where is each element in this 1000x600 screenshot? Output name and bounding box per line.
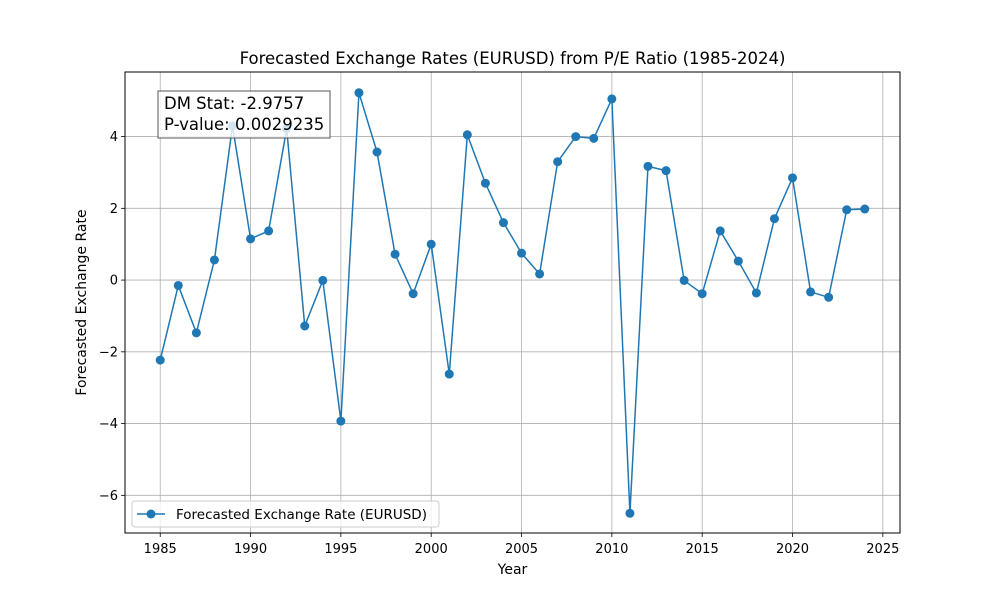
- x-tick-label: 1990: [234, 542, 267, 557]
- series-layer: [155, 88, 870, 518]
- data-point: [535, 269, 545, 279]
- x-axis-title: Year: [497, 562, 528, 578]
- data-point: [679, 275, 689, 285]
- x-tick-label: 1995: [324, 542, 357, 557]
- data-point: [300, 321, 310, 331]
- annotation-p-value: P-value: 0.0029235: [164, 115, 324, 134]
- data-point: [264, 226, 274, 236]
- data-point: [191, 328, 201, 338]
- data-point: [607, 94, 617, 104]
- x-tick-label: 2025: [866, 542, 899, 557]
- x-tick-label: 2000: [415, 542, 448, 557]
- data-point: [462, 130, 472, 140]
- data-point: [480, 178, 490, 188]
- y-tick-label: 4: [110, 130, 118, 145]
- legend-marker-swatch: [146, 509, 156, 519]
- x-tick-label: 1985: [144, 542, 177, 557]
- data-point: [788, 173, 798, 183]
- data-point: [498, 218, 508, 228]
- data-point: [643, 161, 653, 171]
- data-point: [769, 214, 779, 224]
- data-point: [571, 132, 581, 142]
- data-point: [318, 275, 328, 285]
- y-axis-title: Forecasted Exchange Rate: [74, 209, 90, 395]
- annotation-box: [157, 90, 331, 139]
- data-point: [354, 88, 364, 98]
- data-point: [860, 204, 870, 214]
- data-point: [246, 234, 256, 244]
- data-point: [824, 292, 834, 302]
- data-point: [715, 226, 725, 236]
- x-tick-label: 2010: [595, 542, 628, 557]
- annotation-dm-stat: DM Stat: -2.9757: [164, 94, 304, 113]
- data-point: [661, 166, 671, 176]
- data-point: [625, 508, 635, 518]
- data-point: [173, 280, 183, 290]
- series-line: [159, 92, 865, 515]
- data-point: [733, 256, 743, 266]
- x-tick-label: 2015: [686, 542, 719, 557]
- data-point: [517, 248, 527, 258]
- y-tick-label: 2: [110, 202, 118, 217]
- stats-annotation: DM Stat: -2.9757 P-value: 0.0029235: [157, 90, 331, 139]
- data-point: [336, 416, 346, 426]
- y-tick-label: 0: [110, 274, 118, 289]
- data-point: [842, 205, 852, 215]
- data-point: [751, 288, 761, 298]
- axis-ticks: 1985 1990 1995 2000 2005 2010 2015 2020 2025 −6 −4…: [99, 130, 900, 557]
- data-point: [806, 287, 816, 297]
- y-tick-label: −2: [99, 345, 118, 360]
- data-point: [372, 147, 382, 157]
- legend-box: [131, 500, 440, 528]
- x-tick-label: 2005: [505, 542, 538, 557]
- data-point: [589, 133, 599, 143]
- x-tick-label: 2020: [776, 542, 809, 557]
- y-tick-label: −6: [99, 489, 118, 504]
- y-tick-label: −4: [99, 417, 118, 432]
- data-point: [209, 255, 219, 265]
- data-point: [553, 157, 563, 167]
- grid-lines: [125, 72, 900, 533]
- data-point: [155, 355, 165, 365]
- data-point: [444, 369, 454, 379]
- plot-frame: [124, 71, 901, 534]
- data-point: [408, 289, 418, 299]
- legend: Forecasted Exchange Rate (EURUSD): [131, 500, 440, 528]
- data-point: [697, 289, 707, 299]
- data-point: [390, 249, 400, 259]
- data-point: [426, 239, 436, 249]
- legend-label: Forecasted Exchange Rate (EURUSD): [176, 507, 427, 523]
- chart-title: Forecasted Exchange Rates (EURUSD) from …: [240, 49, 786, 68]
